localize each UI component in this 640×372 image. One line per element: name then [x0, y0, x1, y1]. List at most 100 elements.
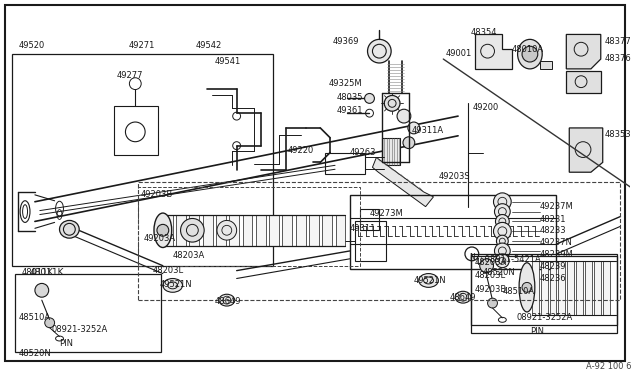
Text: 49541: 49541	[215, 57, 241, 66]
Text: 48510A: 48510A	[18, 313, 51, 322]
Text: 48353: 48353	[605, 130, 631, 139]
Circle shape	[495, 204, 510, 219]
Text: 49277: 49277	[116, 71, 143, 80]
Text: A-92 100 6: A-92 100 6	[586, 362, 632, 371]
Ellipse shape	[163, 279, 182, 292]
Bar	[309, 215, 319, 246]
Text: 48203L: 48203L	[153, 266, 184, 275]
Circle shape	[365, 93, 374, 103]
Text: 49520: 49520	[18, 41, 44, 50]
Circle shape	[180, 218, 204, 242]
Bar	[382, 138, 400, 165]
Bar	[15, 273, 161, 352]
Ellipse shape	[60, 221, 79, 238]
Text: 49263: 49263	[350, 148, 376, 157]
Circle shape	[495, 215, 509, 228]
Bar	[360, 209, 380, 230]
Bar	[559, 261, 565, 315]
Circle shape	[384, 96, 400, 111]
Text: 08921-3252A: 08921-3252A	[52, 325, 108, 334]
Circle shape	[497, 235, 508, 247]
Text: 48520N: 48520N	[483, 268, 515, 277]
Ellipse shape	[419, 273, 438, 287]
Ellipse shape	[154, 213, 172, 247]
Ellipse shape	[519, 263, 535, 312]
Bar	[550, 261, 556, 315]
Polygon shape	[569, 128, 603, 172]
Polygon shape	[566, 35, 601, 69]
Bar	[256, 215, 266, 246]
Circle shape	[522, 282, 532, 292]
Text: 48239M: 48239M	[540, 250, 573, 259]
Text: 49271: 49271	[129, 41, 155, 50]
Bar	[471, 254, 616, 333]
Bar	[138, 182, 620, 300]
Polygon shape	[566, 71, 601, 93]
Bar	[296, 215, 305, 246]
Text: PIN: PIN	[530, 327, 544, 336]
Text: 48203A: 48203A	[173, 251, 205, 260]
Ellipse shape	[518, 39, 542, 69]
Circle shape	[480, 259, 493, 273]
Text: 48011K: 48011K	[30, 268, 65, 277]
Bar	[576, 261, 583, 315]
Text: 49001: 49001	[445, 49, 472, 58]
Bar	[203, 215, 212, 246]
Text: Ⓝ 08911-5421A: Ⓝ 08911-5421A	[477, 254, 541, 263]
Ellipse shape	[455, 291, 471, 303]
Text: PIN: PIN	[60, 339, 74, 347]
Bar	[269, 215, 279, 246]
Circle shape	[217, 221, 237, 240]
Circle shape	[45, 318, 54, 328]
Text: 49311: 49311	[350, 224, 376, 233]
Text: 49203S: 49203S	[438, 172, 470, 181]
Text: 48649: 48649	[449, 293, 476, 302]
Text: 48239: 48239	[540, 262, 566, 271]
Bar	[176, 215, 186, 246]
Bar	[325, 153, 365, 174]
Circle shape	[495, 243, 510, 259]
Text: 49237M: 49237M	[540, 202, 573, 211]
Text: 48203A: 48203A	[475, 258, 507, 267]
Circle shape	[157, 224, 169, 236]
Circle shape	[403, 137, 415, 148]
Text: 48236: 48236	[540, 273, 566, 283]
Circle shape	[493, 193, 511, 211]
Circle shape	[367, 39, 391, 63]
Bar	[594, 261, 601, 315]
Text: 49203B: 49203B	[475, 285, 507, 294]
Circle shape	[493, 222, 511, 240]
Text: 48203L: 48203L	[475, 270, 506, 280]
Bar	[163, 215, 173, 246]
Bar	[350, 195, 556, 269]
Text: 49521N: 49521N	[414, 276, 447, 285]
Text: 49369: 49369	[333, 38, 360, 46]
Bar	[229, 215, 239, 246]
Bar	[138, 187, 360, 266]
Polygon shape	[372, 157, 433, 207]
Bar	[541, 261, 548, 315]
Text: 49361: 49361	[337, 106, 364, 115]
Circle shape	[488, 298, 497, 308]
Polygon shape	[475, 35, 512, 69]
Bar	[585, 261, 592, 315]
Circle shape	[35, 283, 49, 297]
Text: 48035: 48035	[337, 93, 364, 102]
Text: 48510A: 48510A	[502, 287, 534, 296]
Text: 48354: 48354	[471, 28, 497, 36]
Bar	[603, 261, 610, 315]
Bar	[540, 61, 552, 69]
Bar	[567, 261, 574, 315]
Text: 48649: 48649	[215, 297, 241, 306]
Bar	[335, 215, 346, 246]
Circle shape	[408, 122, 420, 134]
Bar	[243, 215, 252, 246]
Text: 48520N: 48520N	[18, 349, 51, 358]
Text: 49203B: 49203B	[140, 190, 172, 199]
Circle shape	[397, 109, 411, 123]
Text: 48377: 48377	[605, 38, 632, 46]
Bar	[532, 261, 539, 315]
Text: 48011K: 48011K	[22, 268, 54, 277]
Circle shape	[495, 254, 509, 268]
Text: 49542: 49542	[195, 41, 221, 50]
